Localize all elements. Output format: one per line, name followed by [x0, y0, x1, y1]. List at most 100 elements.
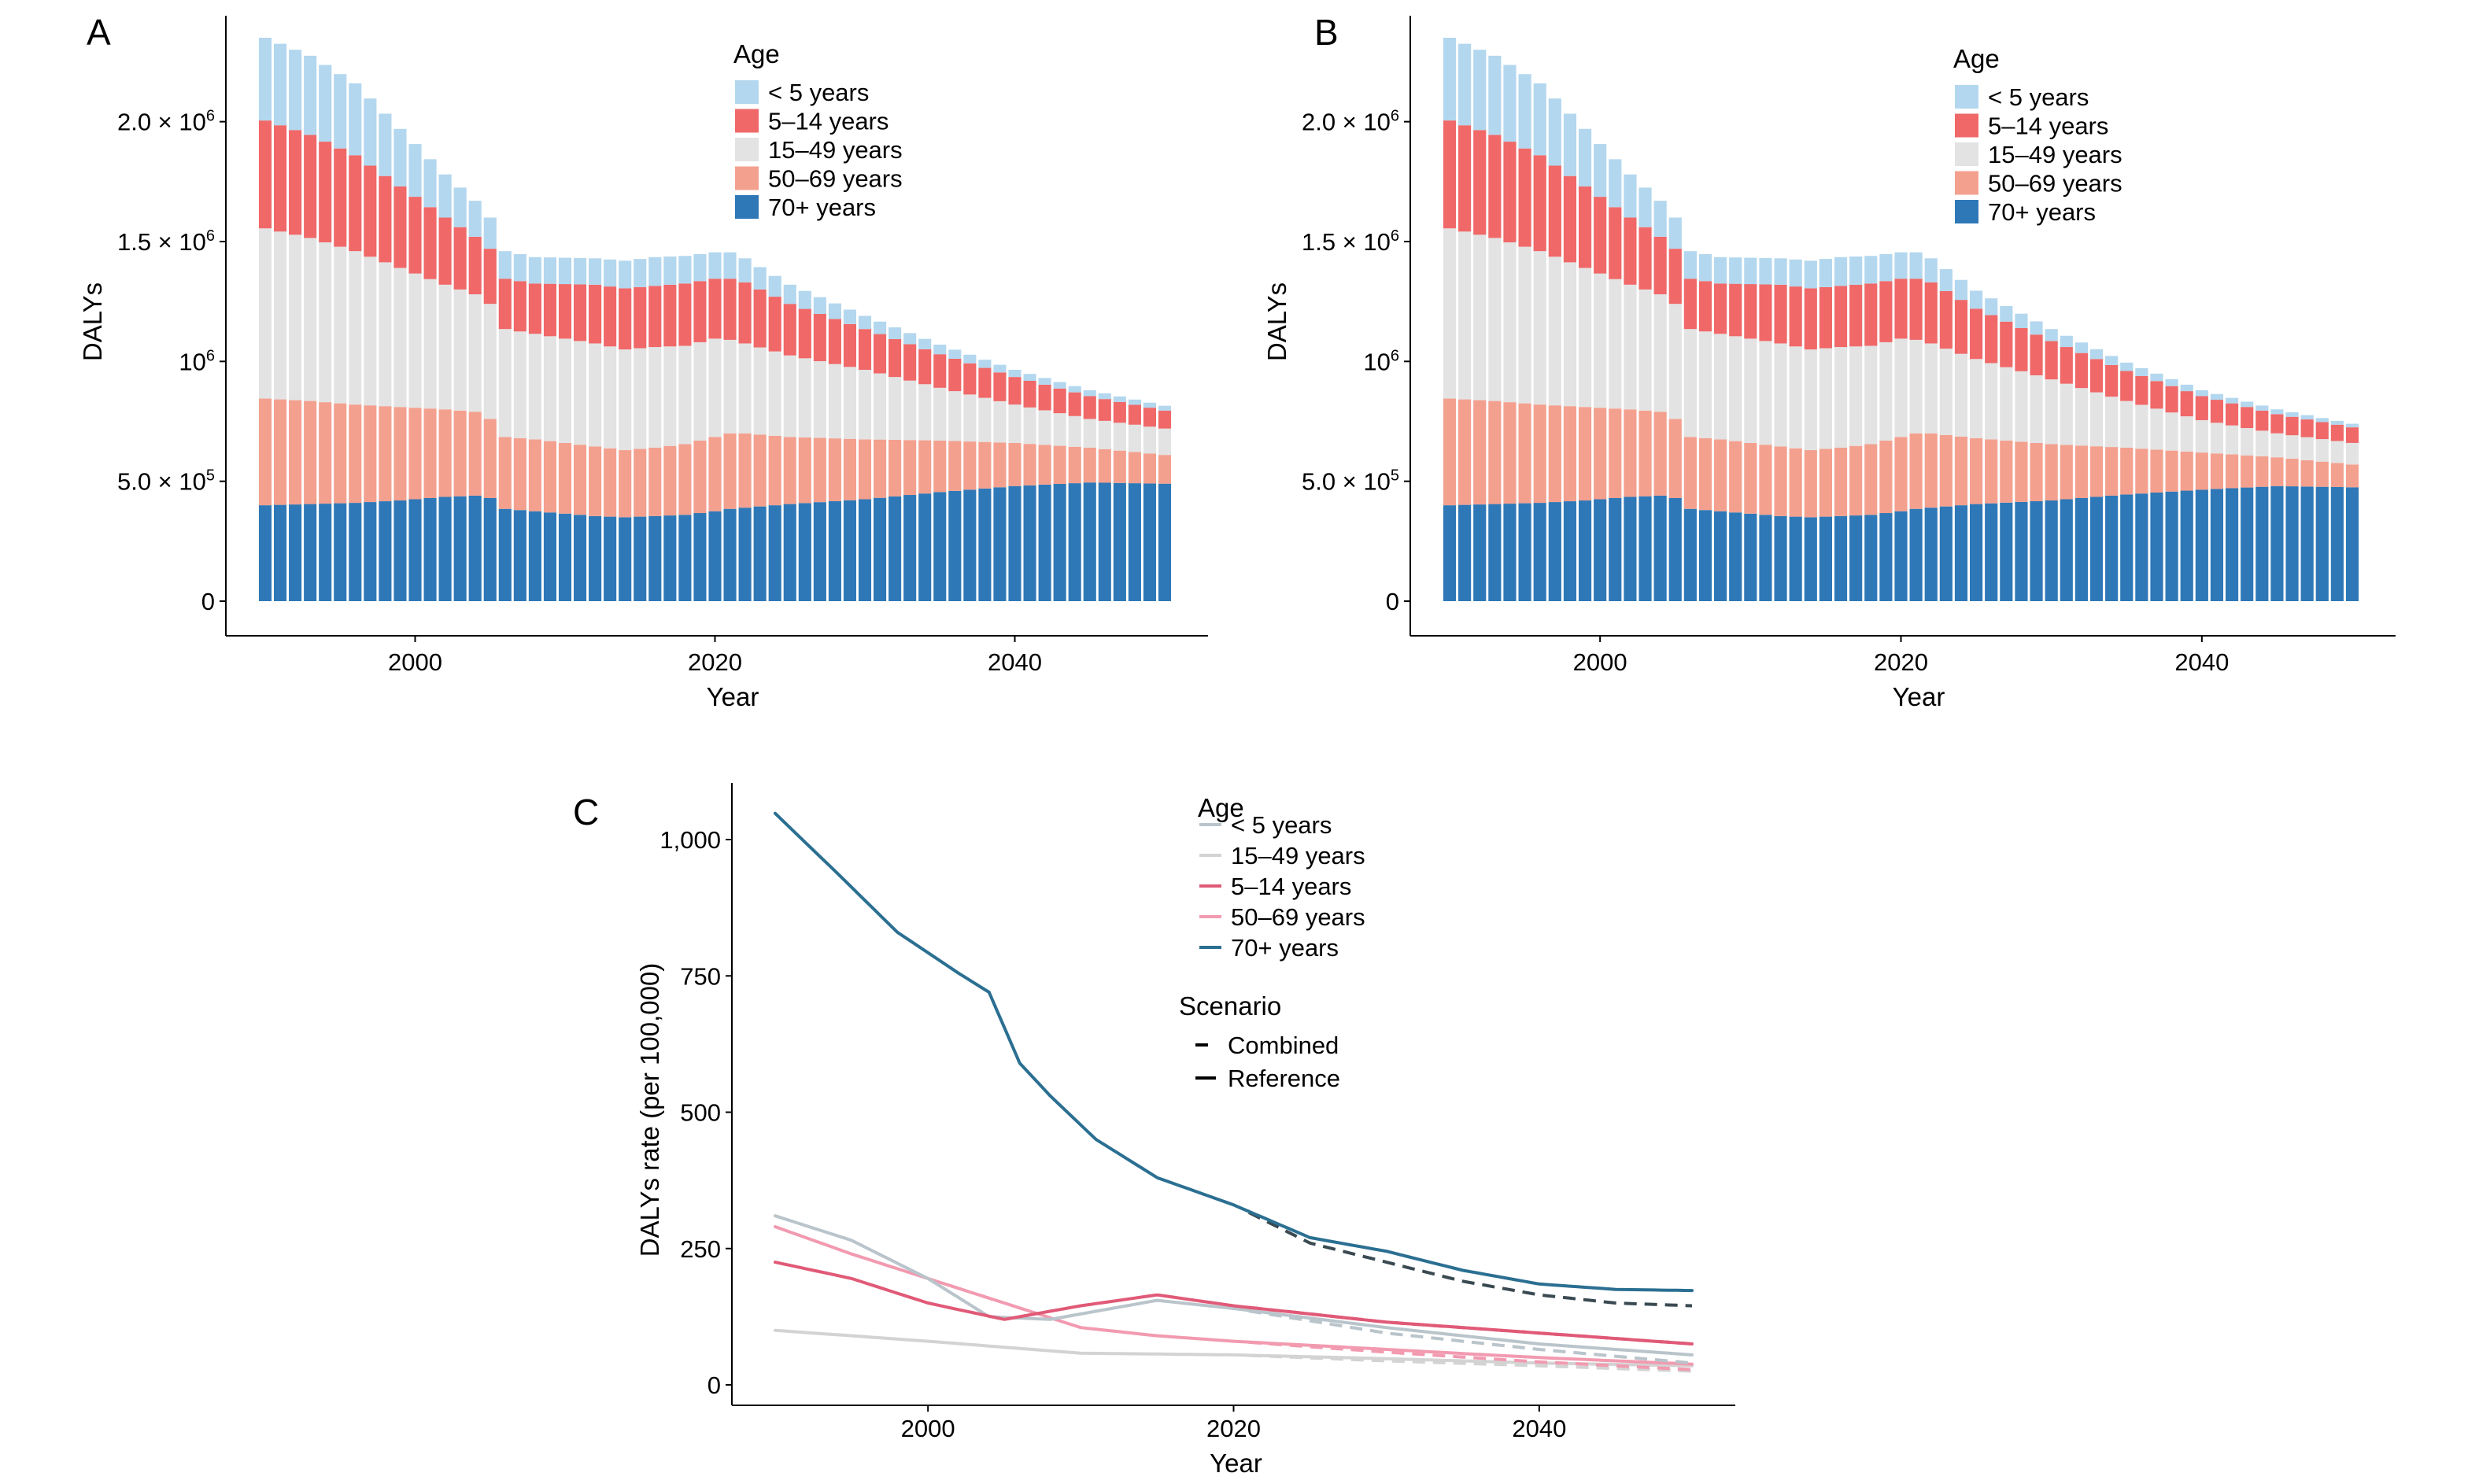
bar-2020-70-years	[708, 511, 722, 601]
bar-2041-15-49-years	[2210, 423, 2224, 454]
bar-2037-70-years	[2150, 492, 2163, 601]
bar-2003-70-years	[453, 496, 467, 601]
bar-1990-70-years	[258, 505, 272, 601]
x-tick-label: 2020	[1206, 1415, 1261, 1442]
y-tick-label: 500	[680, 1099, 721, 1127]
y-tick-label-exponent: 6	[1391, 108, 1399, 125]
bar-2021-15-49-years	[723, 339, 737, 434]
bar-2021-70-years	[1909, 508, 1923, 601]
bar-2019-50-69-years	[693, 440, 707, 514]
bar-2039-15-49-years	[2180, 416, 2193, 452]
bar-2019-5-14-years	[1879, 281, 1893, 342]
bar-2011-50-69-years	[573, 445, 587, 515]
x-axis-title: Year	[1893, 682, 1945, 711]
bar-2007-5-years	[513, 253, 526, 282]
bar-2048-5-14-years	[2315, 422, 2329, 440]
bar-2038-50-69-years	[2165, 450, 2178, 492]
bar-2050-5-years	[2345, 423, 2359, 428]
bar-2036-70-years	[2135, 493, 2148, 601]
bar-1991-70-years	[1458, 504, 1472, 601]
bar-2046-15-49-years	[2285, 435, 2299, 460]
x-tick-label: 2020	[688, 648, 742, 676]
bar-2029-5-years	[843, 309, 857, 324]
bar-2006-15-49-years	[498, 329, 512, 437]
bar-2023-50-69-years	[1939, 434, 1953, 507]
bar-2014-15-49-years	[1804, 349, 1817, 451]
bar-2047-70-years	[1113, 482, 1126, 601]
bar-1997-5-14-years	[1548, 165, 1561, 257]
bar-1990-15-49-years	[1443, 228, 1457, 399]
bar-2035-70-years	[2120, 494, 2134, 601]
y-tick-label: 750	[680, 962, 721, 990]
bar-2045-70-years	[2270, 485, 2284, 601]
bar-2029-70-years	[843, 500, 857, 601]
bar-2047-70-years	[2300, 486, 2314, 601]
bar-1990-50-69-years	[1443, 398, 1457, 506]
bar-2038-5-14-years	[978, 367, 992, 398]
bar-2006-5-14-years	[498, 279, 512, 330]
bar-2043-15-49-years	[2241, 428, 2254, 456]
bar-2020-50-69-years	[708, 437, 722, 511]
legend-title: Age	[1198, 793, 1244, 822]
bar-2037-15-49-years	[2150, 408, 2163, 450]
bar-1997-5-14-years	[364, 165, 377, 257]
bar-2034-70-years	[2105, 495, 2119, 601]
bar-2009-5-14-years	[543, 283, 557, 337]
bar-2004-5-14-years	[1653, 236, 1667, 295]
bar-2030-70-years	[858, 499, 872, 601]
bar-2015-15-49-years	[1819, 348, 1833, 449]
bar-2039-50-69-years	[2180, 451, 2193, 491]
panel-label-b: B	[1314, 12, 1339, 53]
bar-2005-15-49-years	[483, 304, 497, 419]
bar-1997-50-69-years	[364, 405, 377, 503]
bar-1999-5-years	[393, 128, 407, 186]
bar-1997-70-years	[364, 502, 377, 601]
bar-1998-5-14-years	[379, 175, 392, 263]
bar-2042-5-14-years	[2225, 403, 2239, 426]
bar-2029-5-years	[2030, 321, 2043, 335]
bar-1990-50-69-years	[258, 398, 272, 506]
y-tick-label: 0	[707, 1371, 721, 1399]
bar-2031-5-14-years	[2060, 347, 2073, 384]
bar-2038-5-years	[2165, 378, 2178, 386]
bar-2027-15-49-years	[813, 361, 826, 438]
bar-2003-5-years	[453, 187, 467, 227]
bar-2043-70-years	[1053, 484, 1066, 601]
bar-2050-70-years	[2345, 487, 2359, 601]
bar-2040-5-years	[1008, 369, 1022, 378]
bar-2045-70-years	[1083, 482, 1096, 601]
bar-2018-5-14-years	[1864, 283, 1878, 346]
bar-2009-70-years	[543, 512, 557, 601]
legend-label-5-years: < 5 years	[768, 79, 869, 106]
bar-1991-70-years	[273, 504, 287, 601]
bar-1995-15-49-years	[334, 246, 347, 404]
bar-2040-5-14-years	[1008, 377, 1022, 405]
bar-2036-5-14-years	[2135, 375, 2148, 405]
bar-2024-70-years	[768, 505, 781, 601]
bar-1992-5-14-years	[289, 130, 302, 235]
bar-2035-15-49-years	[2120, 401, 2134, 449]
bar-2019-50-69-years	[1879, 440, 1893, 514]
bar-1996-15-49-years	[1533, 251, 1546, 405]
bar-2003-15-49-years	[1639, 289, 1652, 411]
bar-2049-5-14-years	[1143, 408, 1157, 427]
bar-2016-70-years	[648, 515, 662, 601]
bar-1990-5-14-years	[1443, 120, 1457, 229]
bar-2044-70-years	[1068, 483, 1081, 601]
bar-2048-15-49-years	[1128, 424, 1141, 452]
bar-2015-5-14-years	[1819, 286, 1833, 349]
x-tick-label: 2040	[2174, 648, 2229, 676]
bar-1991-5-14-years	[1458, 125, 1472, 232]
bar-2006-5-years	[1683, 251, 1697, 279]
bar-2000-5-years	[1594, 144, 1607, 197]
x-axis-title: Year	[1210, 1449, 1262, 1478]
bar-2050-70-years	[1158, 483, 1172, 601]
bar-2025-70-years	[1969, 504, 1983, 601]
bar-2018-15-49-years	[678, 345, 692, 445]
bar-2048-5-years	[1128, 399, 1141, 405]
bar-1995-70-years	[1518, 503, 1531, 601]
bar-2017-50-69-years	[663, 445, 677, 516]
bar-2037-5-14-years	[963, 363, 977, 395]
bar-2005-5-14-years	[1668, 249, 1682, 305]
bar-2005-50-69-years	[1668, 419, 1682, 498]
